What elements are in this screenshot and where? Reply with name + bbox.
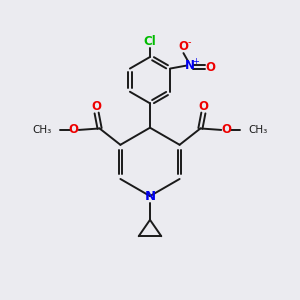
Text: O: O	[205, 61, 215, 74]
Text: O: O	[198, 100, 208, 113]
Text: +: +	[192, 57, 199, 66]
Text: O: O	[178, 40, 188, 53]
Text: CH₃: CH₃	[33, 125, 52, 135]
Text: Cl: Cl	[144, 35, 156, 48]
Text: O: O	[222, 122, 232, 136]
Text: O: O	[68, 122, 78, 136]
Text: CH₃: CH₃	[248, 125, 267, 135]
Text: N: N	[185, 59, 195, 72]
Text: N: N	[144, 190, 156, 202]
Text: O: O	[92, 100, 102, 113]
Text: -: -	[187, 37, 190, 47]
